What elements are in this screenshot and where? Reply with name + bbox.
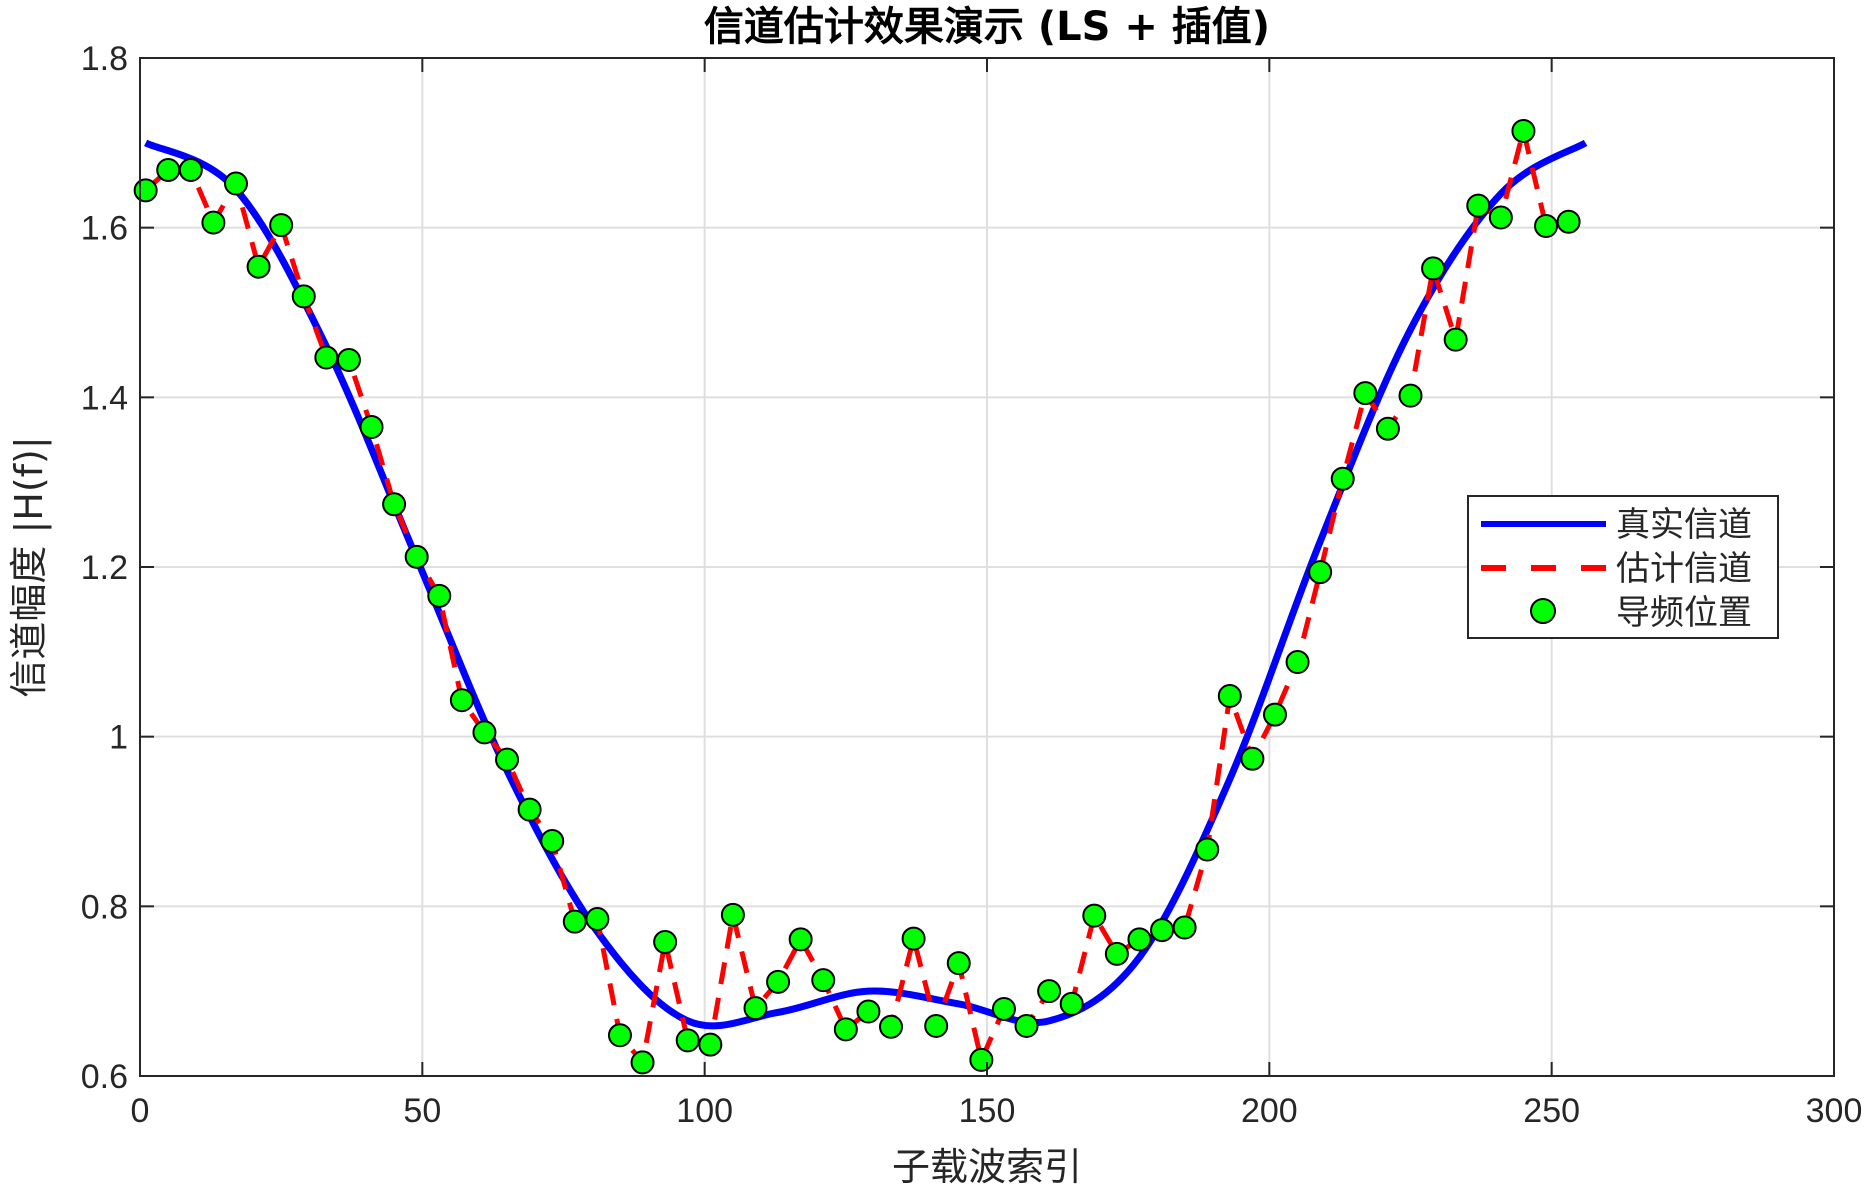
pilot-marker	[449, 688, 474, 713]
ticks: 0 50 100 150 200 250 300 0.6 0.8 1 1.2 1.4 1.6 1.8	[81, 40, 1863, 1130]
pilot-marker	[1375, 416, 1400, 441]
legend-box	[1467, 495, 1779, 639]
pilot-marker	[1127, 927, 1152, 952]
pilot-marker	[1511, 118, 1536, 143]
pilot-marker	[1308, 560, 1333, 585]
pilot-marker	[924, 1013, 949, 1038]
legend-label-true: 真实信道	[1616, 505, 1752, 545]
pilot-marker	[156, 157, 181, 182]
y-tick-label: 0.6	[81, 1058, 128, 1096]
pilot-marker	[246, 254, 271, 279]
pilot-marker	[1556, 209, 1581, 234]
pilot-marker	[1240, 746, 1265, 771]
pilot-marker	[201, 210, 226, 235]
pilot-marker	[1330, 466, 1355, 491]
legend-label-pilot: 导频位置	[1616, 593, 1752, 633]
pilot-marker	[1150, 918, 1175, 943]
pilot-marker	[811, 968, 836, 993]
pilot-marker	[856, 999, 881, 1024]
legend-label-est: 估计信道	[1616, 549, 1752, 589]
pilot-marker	[517, 797, 542, 822]
y-tick-label: 1	[109, 719, 128, 757]
pilot-marker	[585, 907, 610, 932]
x-tick-label: 0	[131, 1092, 150, 1130]
pilot-marker	[178, 157, 203, 182]
y-tick-label: 1.4	[81, 379, 128, 417]
plot-area	[133, 118, 1588, 1075]
pilot-marker	[630, 1050, 655, 1075]
pilot-marker	[1534, 213, 1559, 238]
x-tick-label: 100	[676, 1092, 733, 1130]
pilot-marker	[1466, 193, 1491, 218]
pilot-marker	[336, 348, 361, 373]
pilot-marker	[991, 996, 1016, 1021]
pilot-marker	[382, 492, 407, 517]
chart-title: 信道估计效果演示 (LS + 插值)	[704, 4, 1270, 50]
pilot-marker	[969, 1047, 994, 1072]
pilot-marker	[653, 929, 678, 954]
pilot-marker	[1262, 702, 1287, 727]
pilot-marker	[698, 1032, 723, 1057]
pilot-marker	[879, 1014, 904, 1039]
pilot-marker	[1443, 327, 1468, 352]
pilot-marker	[1014, 1013, 1039, 1038]
pilot-marker	[540, 829, 565, 854]
pilot-marker	[472, 720, 497, 745]
pilot-marker	[291, 284, 316, 309]
pilot-marker	[743, 996, 768, 1021]
pilot-marker	[675, 1028, 700, 1053]
pilot-marker	[133, 178, 158, 203]
pilot-marker	[1195, 837, 1220, 862]
pilot-marker	[1172, 915, 1197, 940]
pilot-marker	[359, 415, 384, 440]
x-tick-label: 300	[1806, 1092, 1863, 1130]
pilot-marker	[946, 951, 971, 976]
legend-swatch-pilot	[1530, 598, 1556, 624]
y-tick-label: 1.6	[81, 210, 128, 248]
y-tick-label: 0.8	[81, 888, 128, 926]
pilot-marker	[788, 927, 813, 952]
y-tick-label: 1.2	[81, 549, 128, 587]
true-channel-line	[144, 139, 1588, 1030]
y-axis-label: 信道幅度 |H(f)|	[7, 436, 52, 697]
pilot-marker	[901, 926, 926, 951]
pilot-marker	[607, 1023, 632, 1048]
pilot-marker	[1082, 903, 1107, 928]
pilot-marker	[1421, 256, 1446, 281]
estimated-channel-line	[143, 130, 1570, 1069]
pilot-marker	[1398, 383, 1423, 408]
pilot-marker	[314, 345, 339, 370]
pilot-marker	[1217, 683, 1242, 708]
legend: 真实信道 估计信道 导频位置	[1467, 495, 1779, 639]
pilot-marker	[720, 902, 745, 927]
x-tick-label: 250	[1523, 1092, 1580, 1130]
x-tick-label: 200	[1241, 1092, 1298, 1130]
pilot-marker	[1488, 205, 1513, 230]
pilot-marker	[562, 909, 587, 934]
pilot-marker	[1104, 941, 1129, 966]
pilot-marker	[269, 213, 294, 238]
x-tick-label: 50	[403, 1092, 441, 1130]
pilot-marker	[1353, 381, 1378, 406]
pilot-marker	[495, 747, 520, 772]
pilot-marker	[223, 171, 248, 196]
x-axis-label: 子载波索引	[892, 1145, 1082, 1189]
x-tick-label: 150	[959, 1092, 1016, 1130]
pilot-marker	[1285, 650, 1310, 675]
pilot-marker	[1059, 991, 1084, 1016]
pilot-marker	[427, 583, 452, 608]
pilot-marker	[833, 1017, 858, 1042]
y-tick-label: 1.8	[81, 40, 128, 78]
pilot-marker	[404, 544, 429, 569]
pilot-marker	[1037, 979, 1062, 1004]
pilot-marker	[766, 969, 791, 994]
